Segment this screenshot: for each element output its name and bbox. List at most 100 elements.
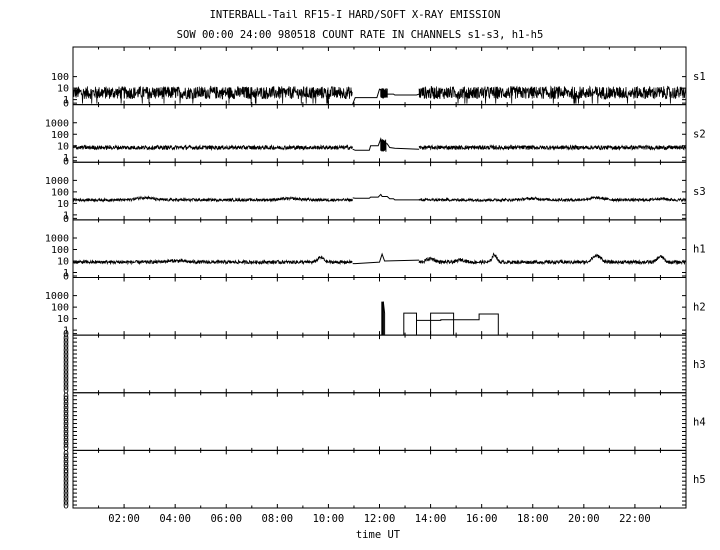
x-tick-label: 08:00 xyxy=(262,513,294,525)
x-tick-label: 18:00 xyxy=(517,513,549,525)
y-tick-label: 0 xyxy=(63,457,69,468)
y-tick-label: 0 xyxy=(63,342,69,353)
x-tick-label: 06:00 xyxy=(210,513,242,525)
y-tick-label: 10 xyxy=(57,141,69,152)
x-tick-label: 04:00 xyxy=(159,513,191,525)
x-tick-label: 20:00 xyxy=(568,513,600,525)
y-tick-label: 0 xyxy=(63,407,69,418)
y-tick-label: 0 xyxy=(63,350,69,361)
y-tick-label: 0 xyxy=(63,453,69,464)
y-tick-label: 0 xyxy=(63,391,69,402)
panel-frame xyxy=(72,219,687,278)
y-tick-label: 0 xyxy=(63,346,69,357)
panel-frame xyxy=(72,449,687,509)
x-tick-label: 22:00 xyxy=(619,513,651,525)
y-tick-label: 0 xyxy=(63,469,69,480)
panel-frame xyxy=(72,392,687,451)
series-s3-segment xyxy=(72,195,353,203)
y-tick-label: 0 xyxy=(63,461,69,472)
y-tick-label: 0 xyxy=(63,381,69,392)
series-s1-segment xyxy=(72,85,353,104)
y-tick-label: 1 xyxy=(63,268,69,279)
panel-frame xyxy=(72,46,687,106)
panel-frame xyxy=(72,104,687,163)
y-tick-label: 0 xyxy=(63,338,69,349)
series-h1-segment xyxy=(418,252,687,266)
y-tick-label: 0 xyxy=(63,439,69,450)
y-tick-label: 0 xyxy=(63,399,69,410)
y-tick-label: 100 xyxy=(51,303,69,314)
y-tick-label: 1 xyxy=(63,95,69,106)
y-tick-label: 1000 xyxy=(45,176,69,187)
y-tick-label: 1000 xyxy=(45,291,69,302)
panel-frame xyxy=(72,334,687,394)
panel-label: s3 xyxy=(693,186,706,198)
y-tick-label: 0 xyxy=(63,272,69,283)
series-h2-step xyxy=(403,312,417,335)
series-s3-gap xyxy=(352,193,420,201)
y-tick-label: 0 xyxy=(63,357,69,368)
series-h2-step xyxy=(416,313,499,335)
y-tick-label: 0 xyxy=(63,385,69,396)
chart-subtitle: SOW 00:00 24:00 980518 COUNT RATE IN CHA… xyxy=(177,29,544,41)
y-tick-label: 0 xyxy=(63,489,69,500)
y-tick-label: 0 xyxy=(63,329,69,340)
series-h1-gap xyxy=(352,252,420,265)
y-tick-label: 10 xyxy=(57,199,69,210)
y-tick-label: 0 xyxy=(63,449,69,460)
y-tick-label: 0 xyxy=(63,501,69,512)
series-s2-gap xyxy=(352,137,420,151)
panels: s11001010s210001001010s310001001010h1100… xyxy=(45,46,706,525)
series-s2-burst xyxy=(380,139,387,152)
y-tick-label: 0 xyxy=(63,473,69,484)
y-tick-label: 0 xyxy=(63,365,69,376)
y-tick-label: 0 xyxy=(63,373,69,384)
y-tick-label: 0 xyxy=(63,415,69,426)
y-tick-label: 0 xyxy=(63,427,69,438)
y-tick-label: 1 xyxy=(63,153,69,164)
panel-label: s2 xyxy=(693,128,706,140)
y-tick-label: 100 xyxy=(51,187,69,198)
y-tick-label: 100 xyxy=(51,72,69,83)
series-s1-burst xyxy=(380,88,388,99)
y-tick-label: 0 xyxy=(63,493,69,504)
y-tick-label: 100 xyxy=(51,130,69,141)
series-h2-step xyxy=(430,312,455,335)
y-tick-label: 0 xyxy=(63,361,69,372)
x-tick-label: 16:00 xyxy=(466,513,498,525)
y-tick-label: 0 xyxy=(63,423,69,434)
panel-label: h3 xyxy=(693,359,706,371)
y-tick-label: 0 xyxy=(63,477,69,488)
x-tick-label: 02:00 xyxy=(108,513,140,525)
panel-frame xyxy=(72,161,687,221)
y-tick-label: 1000 xyxy=(45,118,69,129)
y-tick-label: 0 xyxy=(63,156,69,167)
y-tick-label: 0 xyxy=(63,395,69,406)
x-tick-label: 12:00 xyxy=(364,513,396,525)
y-tick-label: 0 xyxy=(63,377,69,388)
y-tick-label: 0 xyxy=(63,411,69,422)
y-tick-label: 100 xyxy=(51,245,69,256)
y-tick-label: 0 xyxy=(63,431,69,442)
panel-label: h5 xyxy=(693,474,706,486)
series-s1-segment xyxy=(418,85,687,104)
y-tick-label: 0 xyxy=(63,334,69,345)
series-s2-segment xyxy=(72,144,353,151)
panel-frame xyxy=(72,277,687,336)
y-tick-label: 10 xyxy=(57,84,69,95)
y-tick-label: 0 xyxy=(63,214,69,225)
y-tick-label: 1 xyxy=(63,210,69,221)
x-tick-label: 14:00 xyxy=(415,513,447,525)
y-tick-label: 0 xyxy=(63,481,69,492)
series-h1-segment xyxy=(72,255,353,266)
panel-label: s1 xyxy=(693,71,706,83)
y-tick-label: 1 xyxy=(63,326,69,337)
panel-label: h4 xyxy=(693,417,706,429)
